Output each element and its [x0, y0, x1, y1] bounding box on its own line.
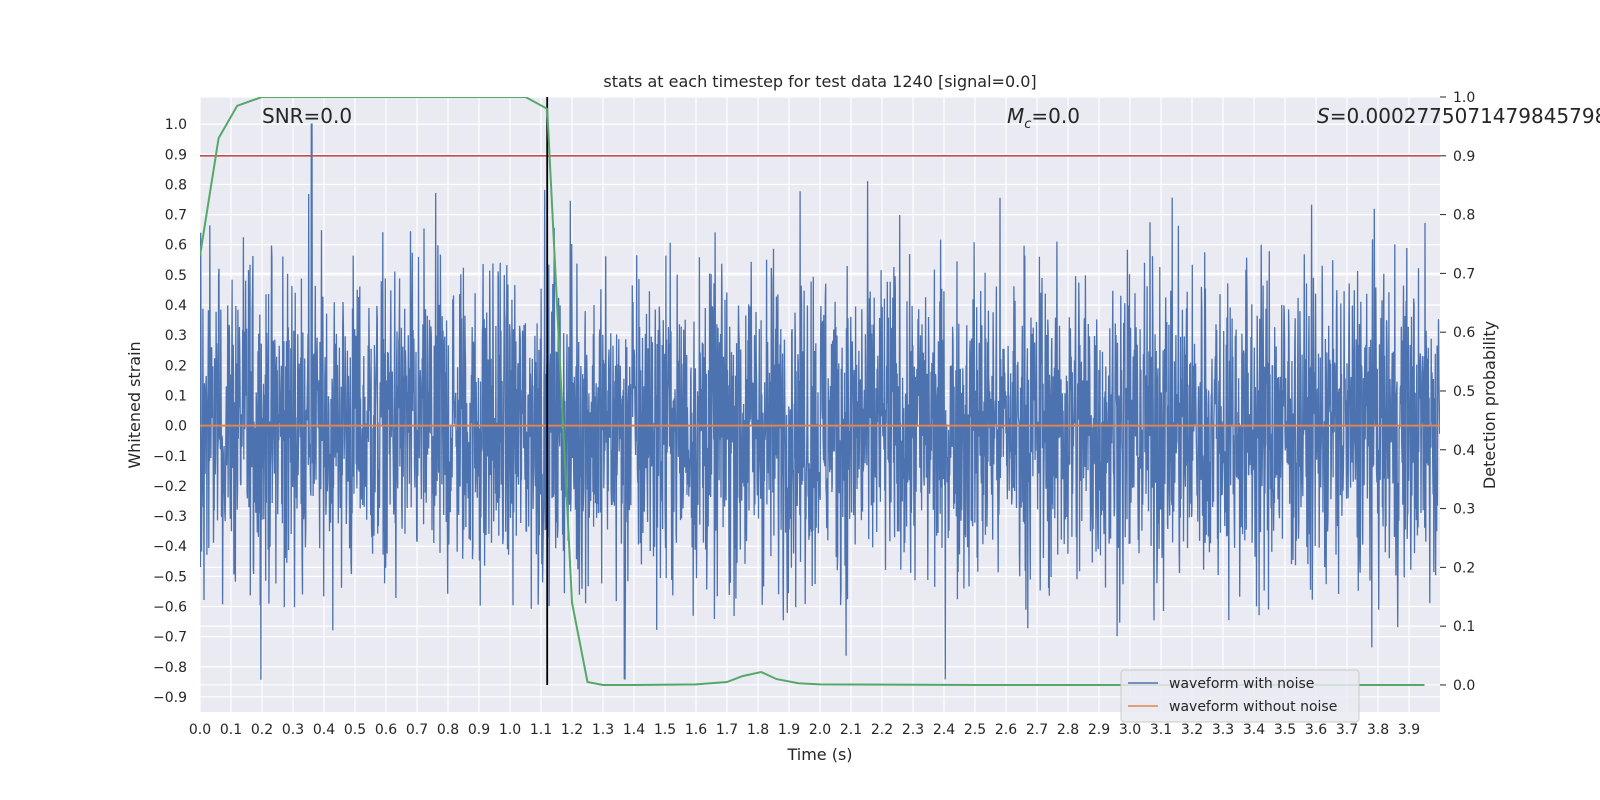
x-tick-label: 1.6: [685, 722, 707, 738]
x-tick-label: 3.1: [1150, 722, 1172, 738]
x-tick-label: 1.4: [623, 722, 645, 738]
y2-tick-label: 0.6: [1453, 325, 1475, 341]
y-tick-label: −0.4: [153, 539, 187, 555]
y2-tick-label: 0.8: [1453, 208, 1475, 224]
y-tick-label: 0.4: [165, 298, 187, 314]
x-tick-label: 1.1: [530, 722, 552, 738]
x-tick-label: 3.8: [1367, 722, 1389, 738]
x-tick-label: 3.5: [1274, 722, 1296, 738]
y-tick-label: −0.7: [153, 630, 187, 646]
series-detection-probability: [200, 97, 1425, 686]
x-tick-label: 0.8: [437, 722, 459, 738]
legend: waveform with noise waveform without noi…: [1120, 669, 1360, 723]
s-value: =0.0002775071479845798: [1330, 104, 1600, 128]
x-tick-label: 0.4: [313, 722, 335, 738]
x-tick-label: 2.8: [1057, 722, 1079, 738]
x-tick-label: 2.0: [809, 722, 831, 738]
y-tick-label: −0.8: [153, 660, 187, 676]
y2-tick-label: 0.9: [1453, 149, 1475, 165]
y-tick-label: −0.1: [153, 449, 187, 465]
y-tick-label: 0.3: [165, 328, 187, 344]
y2-tick-label: 0.5: [1453, 384, 1475, 400]
s-annotation: S=0.0002775071479845798: [1317, 104, 1600, 128]
mc-value: =0.0: [1031, 104, 1080, 128]
x-tick-label: 0.1: [220, 722, 242, 738]
x-tick-label: 3.0: [1119, 722, 1141, 738]
chart-title: stats at each timestep for test data 124…: [603, 72, 1036, 91]
x-tick-label: 2.4: [933, 722, 955, 738]
x-tick-label: 2.6: [995, 722, 1017, 738]
y-tick-label: 0.5: [165, 268, 187, 284]
y2-tick-label: 0.7: [1453, 266, 1475, 282]
mc-subscript: c: [1024, 117, 1031, 132]
x-tick-label: 3.9: [1398, 722, 1420, 738]
y-tick-label: −0.5: [153, 569, 187, 585]
mc-annotation: Mc=0.0: [1007, 104, 1080, 132]
y-tick-label: 0.0: [165, 419, 187, 435]
x-tick-label: 1.5: [654, 722, 676, 738]
y-tick-label: 0.8: [165, 177, 187, 193]
x-tick-label: 2.5: [964, 722, 986, 738]
y2-tick-label: 0.3: [1453, 502, 1475, 518]
y2-tick-label: 0.4: [1453, 443, 1475, 459]
mc-symbol: M: [1007, 104, 1024, 128]
snr-annotation: SNR=0.0: [262, 104, 352, 128]
y-tick-label: 0.6: [165, 238, 187, 254]
x-tick-label: 0.9: [468, 722, 490, 738]
x-tick-label: 3.3: [1212, 722, 1234, 738]
y-tick-label: 0.1: [165, 388, 187, 404]
x-tick-label: 2.7: [1026, 722, 1048, 738]
s-symbol: S: [1317, 104, 1330, 128]
x-tick-label: 3.6: [1305, 722, 1327, 738]
x-tick-label: 0.0: [189, 722, 211, 738]
x-tick-label: 3.4: [1243, 722, 1265, 738]
y2-tick-label: 1.0: [1453, 90, 1475, 106]
x-tick-label: 0.6: [375, 722, 397, 738]
y-tick-label: 0.7: [165, 208, 187, 224]
x-axis-label: Time (s): [786, 745, 852, 764]
y-tick-label: 1.0: [165, 117, 187, 133]
x-tick-label: 0.7: [406, 722, 428, 738]
y2-tick-label: 0.1: [1453, 619, 1475, 635]
x-tick-label: 1.0: [499, 722, 521, 738]
x-tick-label: 0.5: [344, 722, 366, 738]
x-tick-label: 2.1: [840, 722, 862, 738]
series-waveform-with-noise: [200, 123, 1440, 680]
tick-labels: 0.0 0.1 0.2 0.3 0.4 0.5 0.6 0.7 0.8 0.9 1.0 1.1 1.2 1…: [153, 90, 1475, 738]
x-tick-label: 0.2: [251, 722, 273, 738]
y-tick-label: −0.6: [153, 599, 187, 615]
x-tick-label: 1.8: [747, 722, 769, 738]
x-tick-label: 2.3: [902, 722, 924, 738]
legend-entry-noise: waveform with noise: [1169, 676, 1314, 692]
y2-tick-label: 0.0: [1453, 678, 1475, 694]
legend-entry-clean: waveform without noise: [1169, 699, 1337, 715]
x-tick-label: 1.2: [561, 722, 583, 738]
y2-tick-label: 0.2: [1453, 560, 1475, 576]
x-tick-label: 3.2: [1181, 722, 1203, 738]
x-tick-label: 3.7: [1336, 722, 1358, 738]
y2-axis-label: Detection probability: [1480, 321, 1499, 489]
y-tick-label: −0.2: [153, 479, 187, 495]
x-tick-label: 2.2: [871, 722, 893, 738]
x-tick-label: 1.9: [778, 722, 800, 738]
y-tick-label: 0.9: [165, 147, 187, 163]
y-tick-label: −0.9: [153, 690, 187, 706]
legend-box: [1120, 669, 1360, 723]
y-tick-label: 0.2: [165, 358, 187, 374]
x-tick-label: 0.3: [282, 722, 304, 738]
x-tick-label: 2.9: [1088, 722, 1110, 738]
series-layer: [200, 97, 1440, 686]
y-axis-label: Whitened strain: [125, 341, 144, 468]
x-tick-label: 1.3: [592, 722, 614, 738]
y-tick-label: −0.3: [153, 509, 187, 525]
x-tick-label: 1.7: [716, 722, 738, 738]
